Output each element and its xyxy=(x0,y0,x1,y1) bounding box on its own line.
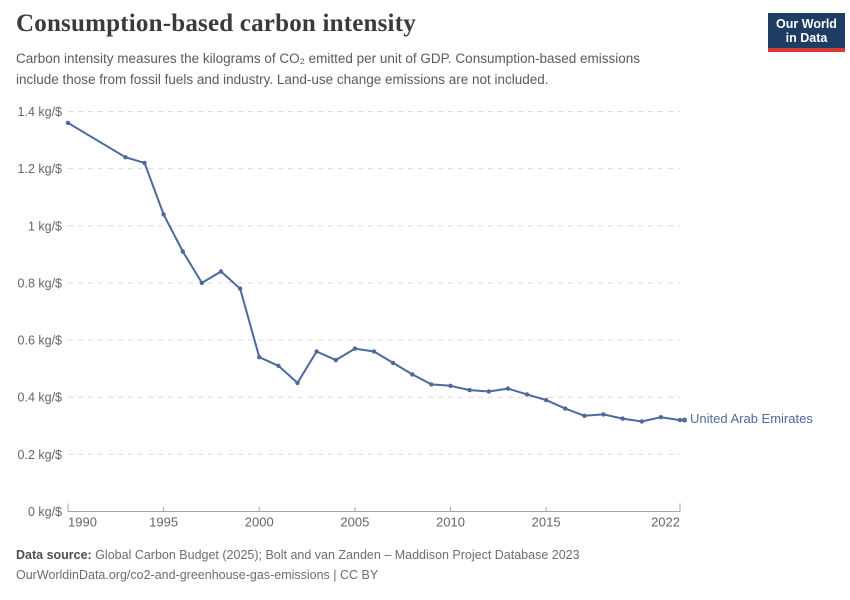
data-point[interactable] xyxy=(333,357,338,363)
data-point[interactable] xyxy=(563,406,568,411)
data-point[interactable] xyxy=(639,419,644,424)
data-point[interactable] xyxy=(295,380,300,386)
y-tick-label: 1.2 kg/$ xyxy=(18,162,63,176)
chart-title: Consumption-based carbon intensity xyxy=(16,10,416,37)
data-point[interactable] xyxy=(390,360,396,366)
data-point[interactable] xyxy=(467,387,472,393)
owid-logo-line2: in Data xyxy=(785,31,828,45)
x-tick-label: 2000 xyxy=(245,515,274,530)
chart-subtitle-line2: include those from fossil fuels and indu… xyxy=(16,71,549,87)
data-point[interactable] xyxy=(352,346,358,351)
data-point[interactable] xyxy=(180,249,185,254)
owid-logo-red-bar xyxy=(768,48,845,52)
data-point[interactable] xyxy=(486,389,491,394)
chart-subtitle: Carbon intensity measures the kilograms … xyxy=(16,49,640,90)
y-tick-label: 1 kg/$ xyxy=(28,219,62,233)
x-tick-label: 2010 xyxy=(436,515,465,530)
data-point[interactable] xyxy=(161,212,166,217)
x-tick-label: 2005 xyxy=(340,515,369,530)
data-line[interactable] xyxy=(67,121,681,423)
chart-subtitle-line1: Carbon intensity measures the kilograms … xyxy=(16,51,641,66)
data-point[interactable] xyxy=(448,383,453,388)
y-tick-label: 1.4 kg/$ xyxy=(18,105,63,119)
x-tick-label: 1995 xyxy=(149,515,178,530)
data-source-line: Data source: Global Carbon Budget (2025)… xyxy=(16,545,580,565)
label-connector-dot xyxy=(682,417,687,423)
data-point[interactable] xyxy=(601,412,606,417)
data-point[interactable] xyxy=(276,363,281,368)
data-point[interactable] xyxy=(218,269,224,274)
owid-logo-line1: Our World xyxy=(776,17,837,31)
y-tick-label: 0 kg/$ xyxy=(28,505,62,519)
chart-footer: Data source: Global Carbon Budget (2025)… xyxy=(16,545,580,585)
y-tick-label: 0.8 kg/$ xyxy=(18,276,63,290)
data-point[interactable] xyxy=(65,120,71,126)
data-point[interactable] xyxy=(543,397,549,403)
data-source-text: Global Carbon Budget (2025); Bolt and va… xyxy=(91,548,580,562)
data-point[interactable] xyxy=(658,415,664,420)
x-tick-label: 1990 xyxy=(68,515,97,530)
data-source-label: Data source: xyxy=(16,548,92,562)
data-point[interactable] xyxy=(199,280,205,286)
data-point[interactable] xyxy=(410,372,415,377)
data-point[interactable] xyxy=(314,349,319,354)
license-line[interactable]: OurWorldinData.org/co2-and-greenhouse-ga… xyxy=(16,568,379,582)
data-point[interactable] xyxy=(582,413,587,418)
data-point[interactable] xyxy=(123,155,128,160)
y-tick-label: 0.2 kg/$ xyxy=(18,448,63,462)
data-point[interactable] xyxy=(524,392,530,397)
x-tick-label: 2022 xyxy=(651,515,680,530)
data-point[interactable] xyxy=(620,416,625,421)
owid-logo[interactable]: Our World in Data xyxy=(768,13,845,52)
owid-logo-text: Our World in Data xyxy=(768,13,845,48)
data-point[interactable] xyxy=(429,382,434,387)
data-point[interactable] xyxy=(505,386,511,391)
series-label-united-arab-emirates[interactable]: United Arab Emirates xyxy=(690,411,813,426)
data-point[interactable] xyxy=(237,286,243,291)
data-point[interactable] xyxy=(677,417,683,423)
data-point[interactable] xyxy=(142,160,147,166)
x-tick-label: 2015 xyxy=(532,515,561,530)
data-point[interactable] xyxy=(371,349,377,354)
y-tick-label: 0.4 kg/$ xyxy=(18,391,63,405)
data-point[interactable] xyxy=(257,355,262,360)
y-tick-label: 0.6 kg/$ xyxy=(18,334,63,348)
